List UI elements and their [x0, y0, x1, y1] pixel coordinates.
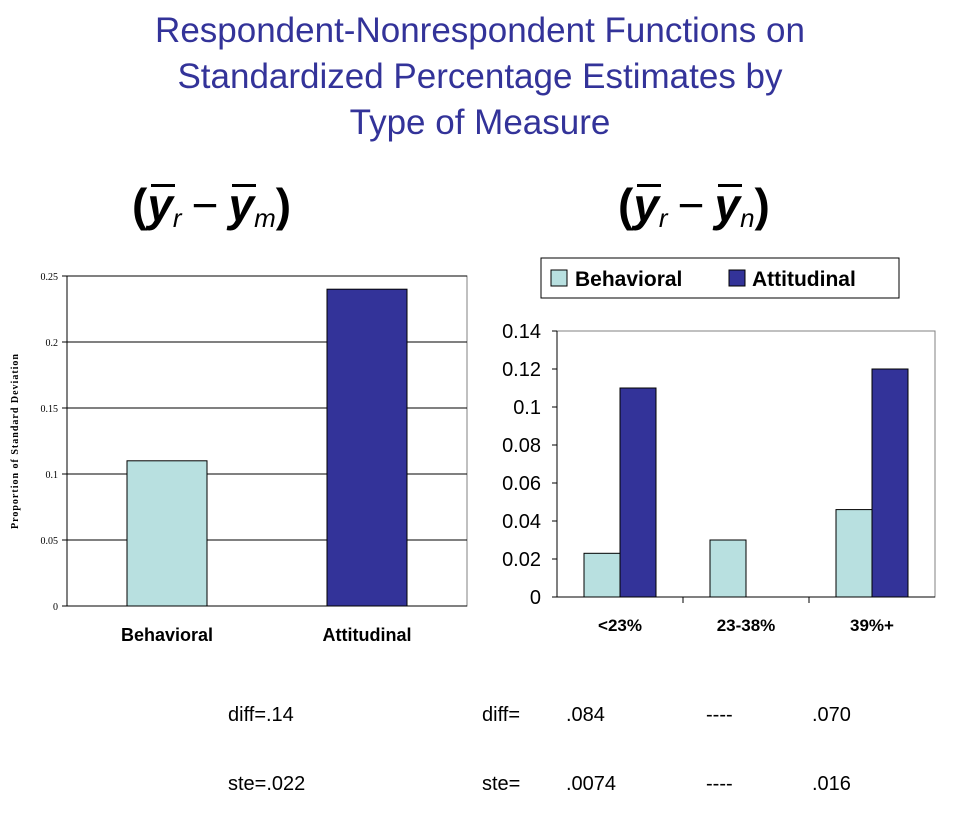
chart1-y-tick-label: 0.25	[41, 272, 59, 283]
formula-ybar: y	[147, 179, 175, 231]
chart2-bar	[835, 509, 873, 598]
formula-ybar: y	[714, 179, 742, 231]
chart2-legend-swatch-attitudinal	[728, 269, 746, 287]
chart2-legend-label-behavioral: Behavioral	[575, 268, 682, 291]
chart1-x-tick-label: Attitudinal	[323, 625, 412, 645]
formula-minus: −	[677, 179, 705, 231]
formula-paren-open: (	[132, 179, 148, 231]
chart2-y-tick-label: 0.08	[502, 435, 541, 457]
formula-sub-r: r	[658, 203, 668, 233]
right-ste-value: .016	[812, 773, 851, 795]
chart2-y-tick-label: 0.1	[513, 397, 541, 419]
chart1-y-axis-label: Proportion of Standard Deviation	[10, 353, 21, 529]
right-ste-value: .0074	[566, 773, 617, 795]
chart1-y-tick-label: 0.05	[41, 536, 59, 547]
right-stats-col1: .084 .0074	[566, 658, 616, 819]
chart2-y-tick-label: 0.12	[502, 359, 541, 381]
right-ste-label: ste=	[482, 773, 521, 795]
chart2-bar	[709, 539, 747, 598]
formula-sub-n: n	[740, 203, 755, 233]
title-line-1: Respondent-Nonrespondent Functions on	[155, 11, 805, 50]
chart2-y-tick-label: 0.04	[502, 511, 541, 533]
chart2-x-tick-label: 23-38%	[717, 616, 776, 635]
left-ste: ste=.022	[228, 773, 306, 795]
formula-left: (yr − ym)	[132, 178, 291, 234]
chart2-bar	[619, 387, 657, 598]
formula-sub-m: m	[254, 203, 276, 233]
title-line-3: Type of Measure	[349, 103, 611, 142]
chart1-x-tick-label: Behavioral	[121, 625, 213, 645]
formula-minus: −	[191, 179, 219, 231]
formula-ybar: y	[228, 179, 256, 231]
chart1-bar	[126, 460, 208, 607]
charts-canvas: 0 0.05 0.1 0.15 0.2 0.25 Behavioral Attitudinal…	[10, 257, 936, 645]
right-stats-labels: diff= ste=	[482, 658, 520, 819]
right-stats-col2: ---- ----	[706, 658, 733, 819]
chart2-y-tick-label: 0.02	[502, 549, 541, 571]
chart1-y-tick-label: 0.15	[41, 404, 59, 415]
chart2-bar	[583, 552, 621, 598]
right-ste-value: ----	[706, 773, 733, 795]
chart2-legend-swatch-behavioral	[550, 269, 568, 287]
title-line-2: Standardized Percentage Estimates by	[177, 57, 783, 96]
formula-paren-close: )	[754, 179, 770, 231]
left-stats: diff=.14 ste=.022	[228, 658, 305, 819]
chart2-legend-box	[540, 257, 900, 299]
formula-sub-r: r	[172, 203, 182, 233]
chart1-y-tick-label: 0	[53, 602, 58, 613]
chart2-y-tick-label: 0	[530, 587, 541, 609]
chart1-y-tick-label: 0.1	[46, 470, 59, 481]
slide-title: Respondent-Nonrespondent Functions on St…	[0, 8, 960, 146]
chart2-x-tick-label: 39%+	[850, 616, 894, 635]
left-diff: diff=.14	[228, 704, 294, 726]
formula-paren-open: (	[618, 179, 634, 231]
right-diff-value: .070	[812, 704, 851, 726]
chart2-y-tick-label: 0.06	[502, 473, 541, 495]
right-diff-value: .084	[566, 704, 605, 726]
formula-right: (yr − yn)	[618, 178, 770, 234]
chart1-y-tick-label: 0.2	[46, 338, 59, 349]
chart2-y-tick-label: 0.14	[502, 321, 541, 343]
right-diff-label: diff=	[482, 704, 520, 726]
right-stats-col3: .070 .016	[812, 658, 851, 819]
right-diff-value: ----	[706, 704, 733, 726]
formula-paren-close: )	[275, 179, 292, 231]
chart2-x-tick-label: <23%	[598, 616, 642, 635]
chart1-bar	[326, 288, 408, 607]
chart2-bar	[871, 368, 909, 598]
chart2-legend-label-attitudinal: Attitudinal	[752, 268, 856, 291]
formula-ybar: y	[633, 179, 661, 231]
